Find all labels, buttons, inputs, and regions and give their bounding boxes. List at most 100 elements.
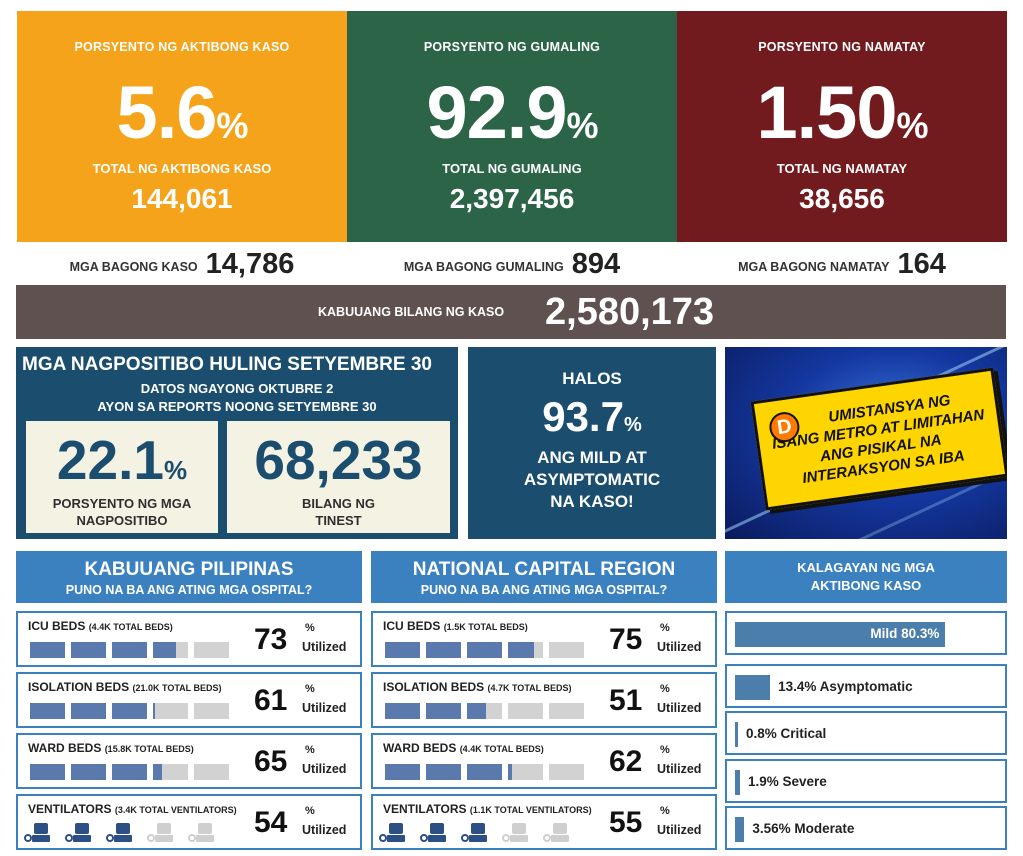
row-name: WARD BEDS (4.4K TOTAL BEDS) bbox=[383, 741, 544, 755]
condition-label: Mild 80.3% bbox=[870, 626, 940, 641]
capacity-bar bbox=[385, 703, 584, 719]
positivity-panel: MGA NAGPOSITIBO HULING SETYEMBRE 30 DATO… bbox=[16, 347, 458, 539]
mild-intro: HALOS bbox=[562, 369, 622, 388]
condition-row: 0.8% Critical bbox=[725, 711, 1007, 755]
utilized-label: Utilized bbox=[302, 701, 347, 715]
tested-count-value: 68,233 bbox=[254, 429, 423, 491]
ventilator-icons bbox=[379, 822, 571, 844]
capacity-bar bbox=[30, 764, 229, 780]
recovered-total-label: TOTAL NG GUMALING bbox=[442, 161, 582, 176]
condition-label: 1.9% Severe bbox=[747, 774, 827, 789]
new-deaths-label: MGA BAGONG NAMATAY bbox=[738, 260, 890, 274]
row-name: ICU BEDS (4.4K TOTAL BEDS) bbox=[28, 619, 173, 633]
bed-segment bbox=[426, 642, 461, 658]
positivity-rate-value: 22.1% bbox=[56, 429, 188, 491]
total-cases-bar: KABUUANG BILANG NG KASO 2,580,173 bbox=[16, 285, 1006, 339]
condition-label: 3.56% Moderate bbox=[752, 821, 855, 836]
distancing-banner: D UMISTANSYA NG ISANG METRO AT LIMITAHAN… bbox=[725, 347, 1007, 539]
bed-segment bbox=[112, 642, 147, 658]
positivity-date-note: DATOS NGAYONG OKTUBRE 2 bbox=[140, 381, 334, 396]
ncr-hospital-capacity: NATIONAL CAPITAL REGION PUNO NA BA ANG A… bbox=[371, 551, 717, 850]
utilized-label: Utilized bbox=[657, 823, 702, 837]
bed-segment bbox=[30, 764, 65, 780]
bed-segment bbox=[194, 703, 229, 719]
bed-segment bbox=[508, 703, 543, 719]
utilization-value: 73 bbox=[254, 623, 288, 656]
ventilator-icon bbox=[147, 822, 175, 844]
ventilator-icon bbox=[24, 822, 52, 844]
new-recovered-label: MGA BAGONG GUMALING bbox=[403, 260, 564, 274]
utilized-label: Utilized bbox=[302, 762, 347, 776]
active-cases-card: PORSYENTO NG AKTIBONG KASO 5.6% TOTAL NG… bbox=[17, 11, 347, 242]
capacity-bar bbox=[385, 642, 584, 658]
bed-segment bbox=[426, 703, 461, 719]
new-recovered-value: 894 bbox=[571, 247, 621, 280]
tested-count-caption: BILANG NG TINEST bbox=[302, 496, 375, 528]
capacity-bar bbox=[30, 642, 229, 658]
utilization-value: 61 bbox=[254, 684, 288, 717]
utilization-value: 75 bbox=[609, 623, 643, 656]
recovered-pct-label: PORSYENTO NG GUMALING bbox=[423, 40, 601, 54]
utilized-label: Utilized bbox=[302, 640, 347, 654]
bed-segment bbox=[385, 703, 420, 719]
row-name: WARD BEDS (15.8K TOTAL BEDS) bbox=[28, 741, 194, 755]
new-recovered: MGA BAGONG GUMALING 894 bbox=[347, 246, 677, 282]
ncr-row-ventilators: VENTILATORS (1.1K TOTAL VENTILATORS) 55% U… bbox=[371, 794, 717, 850]
condition-row: 1.9% Severe bbox=[725, 759, 1007, 803]
conditions-header: KALAGAYAN NG MGA AKTIBONG KASO bbox=[725, 551, 1007, 603]
ph-row-ventilators: VENTILATORS (3.4K TOTAL VENTILATORS) 54% U… bbox=[16, 794, 362, 850]
ventilator-icon bbox=[188, 822, 216, 844]
deaths-pct-label: PORSYENTO NG NAMATAY bbox=[758, 40, 926, 54]
percent-sign: % bbox=[305, 805, 315, 817]
bed-segment bbox=[71, 642, 106, 658]
condition-row: Mild 80.3% bbox=[725, 611, 1007, 655]
bed-segment bbox=[467, 703, 502, 719]
recovered-card: PORSYENTO NG GUMALING 92.9% TOTAL NG GUM… bbox=[347, 11, 677, 242]
ph-hospital-capacity: KABUUANG PILIPINAS PUNO NA BA ANG ATING … bbox=[16, 551, 362, 850]
condition-bar bbox=[735, 675, 771, 700]
ventilator-icon bbox=[543, 822, 571, 844]
bed-segment bbox=[426, 764, 461, 780]
percent-sign: % bbox=[660, 622, 670, 634]
ph-header: KABUUANG PILIPINAS PUNO NA BA ANG ATING … bbox=[16, 551, 362, 603]
bed-segment bbox=[385, 642, 420, 658]
ventilator-icons bbox=[24, 822, 216, 844]
ncr-header: NATIONAL CAPITAL REGION PUNO NA BA ANG A… bbox=[371, 551, 717, 603]
active-case-conditions: KALAGAYAN NG MGA AKTIBONG KASO Mild 80.3… bbox=[725, 551, 1007, 850]
capacity-bar bbox=[385, 764, 584, 780]
percent-sign: % bbox=[660, 683, 670, 695]
deaths-pct-value: 1.50% bbox=[756, 71, 928, 154]
ncr-title: NATIONAL CAPITAL REGION bbox=[412, 559, 676, 580]
recovered-pct-value: 92.9% bbox=[426, 71, 598, 154]
deaths-card: PORSYENTO NG NAMATAY 1.50% TOTAL NG NAMA… bbox=[677, 11, 1007, 242]
condition-label: 0.8% Critical bbox=[746, 726, 827, 741]
new-deaths-value: 164 bbox=[897, 247, 946, 280]
bed-segment bbox=[71, 703, 106, 719]
bed-segment bbox=[71, 764, 106, 780]
ventilator-icon bbox=[65, 822, 93, 844]
utilization-value: 54 bbox=[254, 806, 288, 839]
percent-sign: % bbox=[660, 744, 670, 756]
bed-segment bbox=[549, 642, 584, 658]
bed-segment bbox=[194, 642, 229, 658]
row-name: ISOLATION BEDS (21.0K TOTAL BEDS) bbox=[28, 680, 222, 694]
utilized-label: Utilized bbox=[657, 762, 702, 776]
bed-segment bbox=[467, 642, 502, 658]
ncr-row-isolation-beds: ISOLATION BEDS (4.7K TOTAL BEDS) 51% Utili… bbox=[371, 672, 717, 728]
new-cases: MGA BAGONG KASO 14,786 bbox=[17, 246, 347, 282]
utilization-value: 62 bbox=[609, 745, 643, 778]
ncr-row-icu-beds: ICU BEDS (1.5K TOTAL BEDS) 75% Utilized bbox=[371, 611, 717, 667]
mild-caption: ANG MILD AT ASYMPTOMATIC NA KASO! bbox=[523, 448, 661, 511]
row-name: ICU BEDS (1.5K TOTAL BEDS) bbox=[383, 619, 528, 633]
condition-row: 13.4% Asymptomatic bbox=[725, 664, 1007, 708]
ncr-subtitle: PUNO NA BA ANG ATING MGA OSPITAL? bbox=[420, 583, 668, 597]
bed-segment bbox=[30, 703, 65, 719]
ph-row-ward-beds: WARD BEDS (15.8K TOTAL BEDS) 65% Utilized bbox=[16, 733, 362, 789]
percent-sign: % bbox=[660, 805, 670, 817]
ncr-row-ward-beds: WARD BEDS (4.4K TOTAL BEDS) 62% Utilized bbox=[371, 733, 717, 789]
row-name: VENTILATORS (1.1K TOTAL VENTILATORS) bbox=[383, 802, 592, 816]
deaths-total-value: 38,656 bbox=[799, 183, 885, 214]
row-name: VENTILATORS (3.4K TOTAL VENTILATORS) bbox=[28, 802, 237, 816]
bed-segment bbox=[549, 764, 584, 780]
positivity-heading: MGA NAGPOSITIBO HULING SETYEMBRE 30 bbox=[22, 354, 432, 375]
